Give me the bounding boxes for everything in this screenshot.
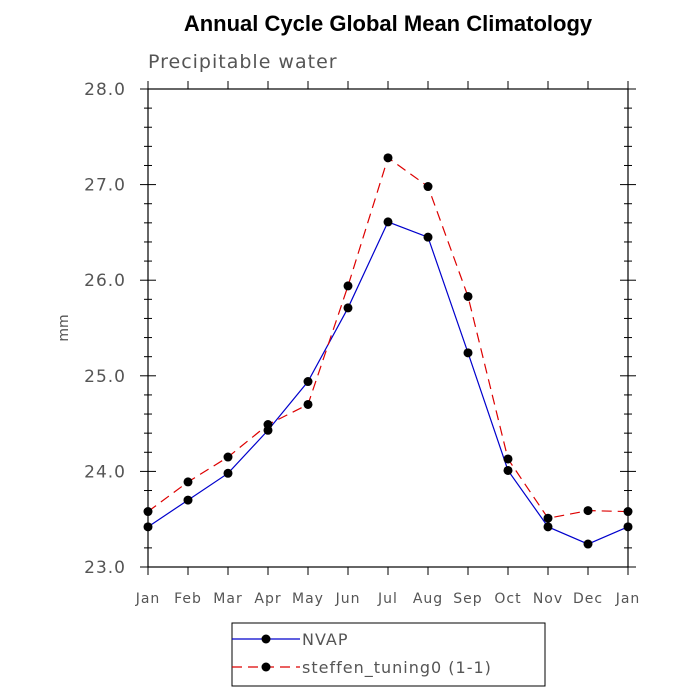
data-point-series-0 [623, 522, 633, 532]
chart-subtitle: Precipitable water [148, 51, 338, 73]
x-tick-label: Nov [533, 591, 563, 607]
x-tick-label: May [292, 591, 324, 607]
data-point-series-0 [543, 522, 553, 532]
x-tick-labels: Jan Feb Mar Apr May Jun Jul Aug Sep Oct Nov Dec Jan [135, 591, 641, 607]
legend-label-steffen: steffen_tuning0 (1-1) [302, 658, 492, 678]
data-point-series-1 [183, 477, 193, 487]
data-point-series-1 [503, 454, 513, 464]
legend-marker-steffen [261, 662, 271, 672]
data-point-series-1 [463, 291, 473, 301]
legend-label-nvap: NVAP [302, 630, 348, 649]
series-line-1 [147, 156, 629, 519]
x-tick-label: Apr [254, 591, 281, 607]
x-tick-label: Jun [335, 591, 361, 607]
y-tick-label: 26.0 [84, 271, 126, 291]
legend: NVAP steffen_tuning0 (1-1) [231, 622, 546, 687]
data-point-series-1 [343, 281, 353, 291]
x-tick-label: Jan [615, 591, 641, 607]
x-tick-label: Sep [453, 591, 482, 607]
data-point-series-0 [583, 539, 593, 549]
data-point-series-1 [383, 153, 393, 163]
x-tick-label: Feb [174, 591, 202, 607]
x-tick-label: Mar [213, 591, 242, 607]
data-point-series-1 [263, 420, 273, 430]
chart-title: Annual Cycle Global Mean Climatology [184, 11, 593, 36]
data-point-series-0 [463, 348, 473, 358]
data-point-series-1 [143, 507, 153, 517]
axis-ticks [140, 81, 636, 575]
x-tick-label: Dec [573, 591, 603, 607]
data-point-series-1 [623, 507, 633, 517]
data-point-series-0 [383, 217, 393, 227]
legend-marker-nvap [261, 634, 271, 644]
y-tick-labels: 23.0 24.0 25.0 26.0 27.0 28.0 [84, 80, 126, 578]
data-point-series-1 [223, 452, 233, 462]
y-tick-label: 23.0 [84, 558, 126, 578]
data-point-series-0 [503, 465, 513, 475]
x-tick-label: Oct [494, 591, 521, 607]
series-line-0 [147, 221, 629, 545]
y-tick-label: 25.0 [84, 367, 126, 387]
y-axis-label: mm [56, 314, 72, 341]
data-point-series-1 [423, 182, 433, 192]
x-tick-label: Jul [377, 591, 398, 607]
y-tick-label: 28.0 [84, 80, 126, 100]
data-point-series-1 [583, 506, 593, 516]
data-point-series-0 [143, 522, 153, 532]
y-tick-label: 27.0 [84, 176, 126, 196]
y-tick-label: 24.0 [84, 462, 126, 482]
data-point-series-0 [303, 377, 313, 387]
data-point-series-0 [343, 303, 353, 313]
data-series [143, 153, 633, 549]
data-point-series-1 [303, 399, 313, 409]
data-point-series-0 [423, 232, 433, 242]
x-tick-label: Aug [413, 591, 443, 607]
legend-box [231, 622, 546, 687]
data-point-series-0 [223, 468, 233, 478]
x-tick-label: Jan [135, 591, 161, 607]
data-point-series-1 [543, 513, 553, 523]
data-point-series-0 [183, 495, 193, 505]
